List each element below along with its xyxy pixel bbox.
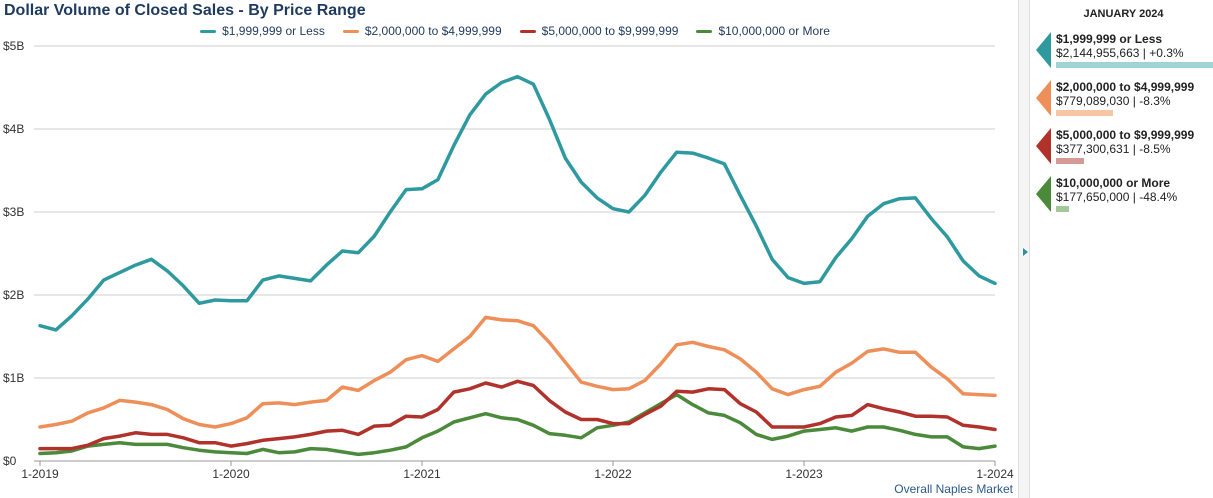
y-tick-label: $5B: [3, 39, 24, 53]
x-tick-label: 1-2020: [212, 467, 250, 481]
x-tick-label: 1-2024: [976, 467, 1014, 481]
legend-label: $1,999,999 or Less: [222, 24, 325, 38]
share-bar: [1056, 62, 1213, 68]
chart-title: Dollar Volume of Closed Sales - By Price…: [4, 2, 366, 19]
summary-entry[interactable]: $5,000,000 to $9,999,999 $377,300,631 | -…: [1034, 128, 1213, 174]
share-bar: [1056, 110, 1114, 116]
y-tick-label: $4B: [3, 122, 24, 136]
x-tick-label: 1-2022: [594, 467, 632, 481]
legend-item[interactable]: $1,999,999 or Less: [200, 24, 325, 38]
summary-panel: JANUARY 2024 $1,999,999 or Less $2,144,95…: [1034, 0, 1213, 498]
y-tick-label: $3B: [3, 205, 24, 219]
pointer-icon: [1036, 176, 1051, 212]
legend-label: $10,000,000 or More: [718, 24, 830, 38]
series-line[interactable]: [38, 392, 997, 457]
chart-legend: $1,999,999 or Less $2,000,000 to $4,999,9…: [0, 24, 1030, 38]
summary-entry[interactable]: $2,000,000 to $4,999,999 $779,089,030 | -…: [1034, 80, 1213, 126]
market-label[interactable]: Overall Naples Market: [894, 482, 1013, 496]
series-line[interactable]: [38, 315, 997, 429]
line-chart: $0 $1B $2B $3B $4B $5B 1-2019 1-2020 1-2021 1-202…: [3, 39, 1014, 481]
pointer-icon: [1036, 128, 1051, 164]
entry-label: $10,000,000 or More: [1056, 176, 1171, 190]
pointer-icon: [1036, 80, 1051, 116]
share-bar: [1056, 206, 1070, 212]
y-tick-label: $1B: [3, 371, 24, 385]
panel-month-header: JANUARY 2024: [1083, 8, 1164, 20]
legend-swatch: [519, 29, 536, 33]
legend-item[interactable]: $10,000,000 or More: [696, 24, 830, 38]
entry-label: $2,000,000 to $4,999,999: [1056, 80, 1195, 94]
legend-label: $2,000,000 to $4,999,999: [364, 24, 502, 38]
legend-swatch: [696, 29, 713, 33]
entry-value: $779,089,030 | -8.3%: [1056, 94, 1171, 108]
x-tick-label: 1-2019: [21, 467, 59, 481]
summary-entry[interactable]: $1,999,999 or Less $2,144,955,663 | +0.3%: [1034, 32, 1213, 78]
legend-item[interactable]: $2,000,000 to $4,999,999: [342, 24, 502, 38]
entry-value: $377,300,631 | -8.5%: [1056, 142, 1171, 156]
legend-item[interactable]: $5,000,000 to $9,999,999: [519, 24, 679, 38]
entry-label: $1,999,999 or Less: [1056, 32, 1163, 46]
entry-value: $2,144,955,663 | +0.3%: [1056, 46, 1184, 60]
y-tick-label: $2B: [3, 288, 24, 302]
y-tick-label: $0: [3, 454, 17, 468]
pointer-icon: [1036, 32, 1051, 68]
legend-label: $5,000,000 to $9,999,999: [541, 24, 679, 38]
entry-label: $5,000,000 to $9,999,999: [1056, 128, 1195, 142]
legend-swatch: [200, 29, 217, 33]
x-tick-label: 1-2023: [785, 467, 823, 481]
series-line[interactable]: [38, 379, 997, 451]
legend-swatch: [342, 29, 359, 33]
entry-value: $177,650,000 | -48.4%: [1056, 190, 1178, 204]
collapse-arrow-icon[interactable]: [1023, 248, 1028, 256]
summary-entry[interactable]: $10,000,000 or More $177,650,000 | -48.4%: [1034, 176, 1213, 222]
share-bar: [1056, 158, 1084, 164]
x-tick-label: 1-2021: [403, 467, 441, 481]
series-line[interactable]: [38, 74, 997, 332]
